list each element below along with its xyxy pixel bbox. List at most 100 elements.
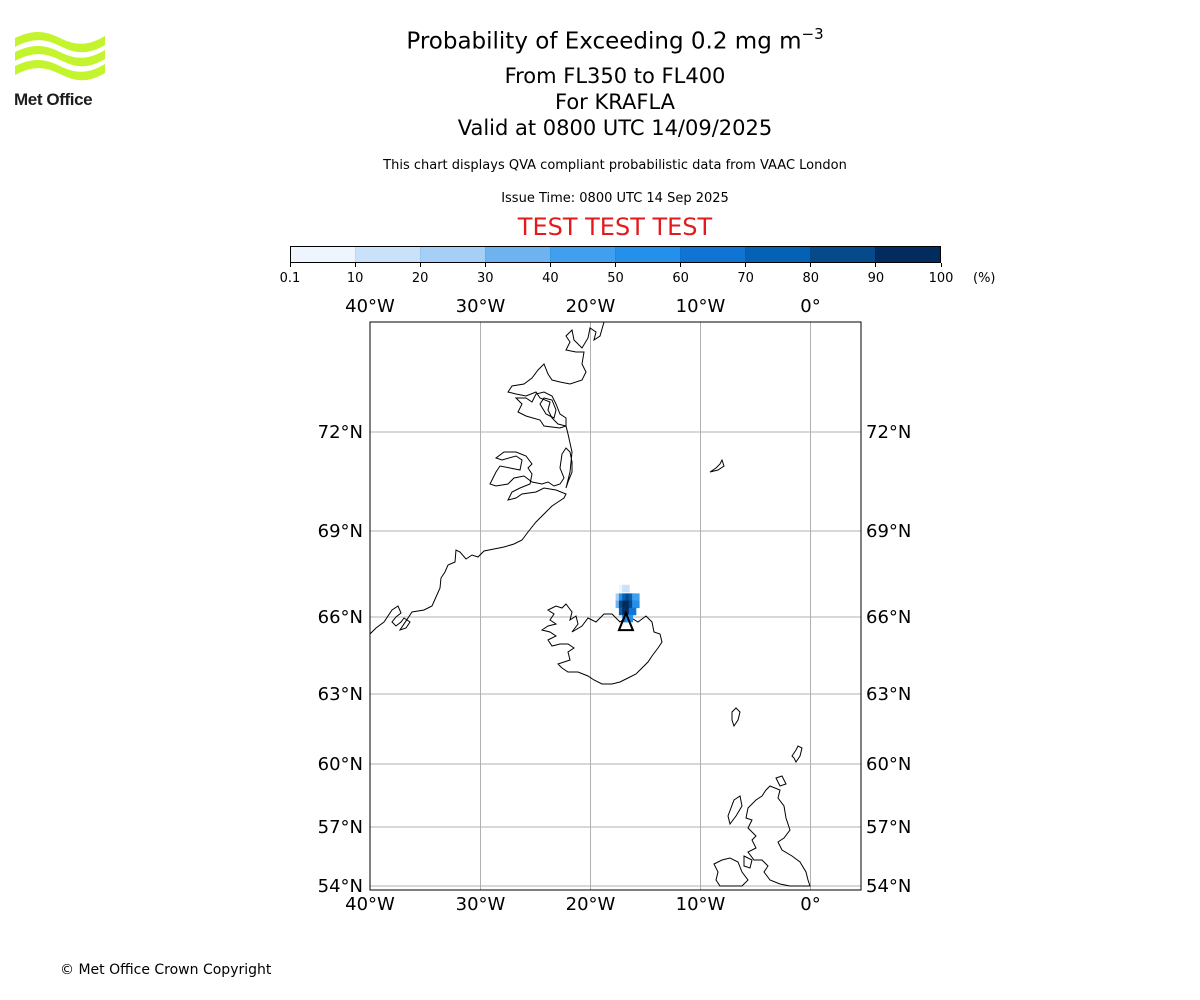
colorbar-tick-label: 0.1	[279, 271, 301, 286]
colorbar-segment	[680, 247, 745, 262]
shetland	[791, 745, 803, 763]
hebrides	[727, 795, 743, 826]
chart-subtitle: From FL350 to FL400 For KRAFLA Valid at …	[315, 63, 915, 141]
lon-label-bottom: 0°	[800, 894, 820, 915]
colorbar-tick	[810, 263, 812, 267]
colorbar-tick-label: 60	[672, 271, 689, 286]
coastlines	[370, 322, 811, 887]
description-note: This chart displays QVA compliant probab…	[383, 158, 847, 173]
plume-cell	[625, 614, 633, 623]
colorbar-tick-label: 90	[867, 271, 885, 286]
colorbar-tick-label: 70	[737, 271, 754, 286]
lat-label-right: 54°N	[866, 876, 911, 897]
met-office-logo: Met Office	[14, 30, 106, 112]
flight-level-range: From FL350 to FL400	[504, 64, 726, 88]
colorbar-unit: (%)	[973, 271, 996, 286]
plume-cell	[628, 607, 637, 616]
colorbar-tick	[745, 263, 747, 267]
colorbar-tick	[680, 263, 682, 267]
colorbar-ticks: 0.1 10 20 30 40 50 60 70 80 90 100	[280, 263, 953, 293]
map-frame	[369, 321, 862, 891]
plume-cell	[622, 584, 630, 593]
colorbar-segment	[745, 247, 810, 262]
logo-waves-icon	[15, 32, 105, 81]
colorbar-tick-label: 20	[411, 271, 429, 286]
colorbar-tick-label: 50	[607, 271, 624, 286]
colorbar-tick	[419, 263, 421, 267]
colorbar-segment	[550, 247, 615, 262]
copyright-text: © Met Office Crown Copyright	[60, 962, 272, 978]
chart-title-text: Probability of Exceeding 0.2 mg m	[406, 28, 802, 55]
lon-label-top: 0°	[800, 296, 820, 317]
lat-label-right: 69°N	[866, 521, 911, 542]
lon-label-top: 20°W	[566, 296, 616, 317]
greenland-fjord-2	[539, 397, 557, 419]
faroe-islands	[731, 707, 741, 728]
lat-label-right: 63°N	[866, 684, 911, 705]
lat-label-left: 66°N	[318, 607, 363, 628]
lon-label-top: 10°W	[676, 296, 726, 317]
lon-label-bottom: 40°W	[345, 894, 395, 915]
lon-label-top: 30°W	[456, 296, 506, 317]
greenland-coastline	[370, 322, 605, 635]
iceland-coastline	[540, 603, 663, 685]
lat-label-right: 66°N	[866, 607, 911, 628]
colorbar-tick	[484, 263, 486, 267]
test-banner: TEST TEST TEST	[517, 213, 713, 241]
ireland	[713, 857, 749, 887]
volcano-triangle-icon	[617, 610, 635, 632]
colorbar-tick-label: 80	[802, 271, 820, 286]
colorbar-tick	[289, 263, 291, 267]
issue-time: Issue Time: 0800 UTC 14 Sep 2025	[501, 191, 729, 206]
chart-title-exponent: −3	[801, 25, 824, 43]
lat-label-right: 57°N	[866, 817, 911, 838]
colorbar-segment	[485, 247, 550, 262]
colorbar-tick	[354, 263, 356, 267]
chart-title: Probability of Exceeding 0.2 mg m−3	[315, 25, 915, 55]
lat-label-left: 69°N	[318, 521, 363, 542]
orkney	[775, 775, 787, 787]
lat-label-right: 72°N	[866, 422, 911, 443]
northern-ireland	[743, 855, 753, 869]
colorbar-segment	[420, 247, 485, 262]
lat-label-right: 60°N	[866, 754, 911, 775]
great-britain	[745, 785, 811, 887]
colorbar-tick	[615, 263, 616, 267]
lon-label-bottom: 20°W	[566, 894, 616, 915]
colorbar-tick-label: 10	[346, 271, 364, 286]
colorbar-tick	[940, 263, 942, 267]
probability-colorbar	[290, 246, 941, 263]
map-background	[370, 322, 861, 890]
map-gridlines	[370, 322, 861, 890]
colorbar-segment	[355, 247, 420, 262]
greenland-fjord-1	[514, 391, 567, 429]
lon-label-top: 40°W	[345, 296, 395, 317]
colorbar-tick-label: 30	[477, 271, 494, 286]
colorbar-segment	[810, 247, 875, 262]
colorbar-segment	[291, 247, 355, 262]
lat-label-left: 63°N	[318, 684, 363, 705]
colorbar-tick-label: 100	[928, 271, 954, 286]
colorbar-tick	[875, 263, 877, 267]
volcano-label: For KRAFLA	[555, 90, 675, 114]
volcano-marker	[617, 610, 635, 632]
lon-label-bottom: 30°W	[456, 894, 506, 915]
valid-time: Valid at 0800 UTC 14/09/2025	[457, 116, 773, 140]
jan-mayen	[709, 458, 725, 473]
colorbar-tick-label: 40	[542, 271, 559, 286]
colorbar-segment	[875, 247, 940, 262]
logo-wave-2	[15, 46, 105, 67]
plume-cell	[632, 593, 640, 601]
colorbar-segment	[615, 247, 680, 262]
lon-label-bottom: 10°W	[676, 894, 726, 915]
logo-wave-3	[15, 60, 105, 81]
logo-text: Met Office	[14, 90, 93, 109]
lat-label-left: 60°N	[318, 754, 363, 775]
plume-cell	[632, 600, 640, 609]
colorbar-tick	[549, 263, 551, 267]
lat-label-left: 57°N	[318, 817, 363, 838]
lat-label-left: 54°N	[318, 876, 363, 897]
map-axis-labels: 40°W 40°W 30°W 30°W 20°W 20°W 10°W 10°W 0° 0° 72°N…	[318, 296, 912, 915]
logo-wave-1	[15, 32, 105, 53]
